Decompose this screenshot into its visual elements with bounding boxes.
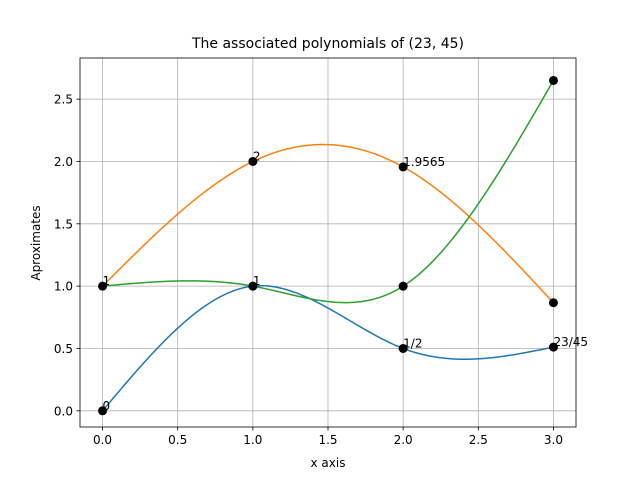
series-line-3 bbox=[102, 80, 555, 304]
data-point-marker bbox=[98, 406, 108, 416]
data-point-marker bbox=[398, 162, 408, 172]
x-tick-label: 2.0 bbox=[394, 433, 413, 447]
data-point-marker bbox=[248, 281, 258, 291]
series-line-2 bbox=[102, 143, 555, 304]
series-lines bbox=[101, 80, 555, 412]
y-tick-label: 2.0 bbox=[54, 155, 73, 169]
point-annotation: 23/45 bbox=[553, 335, 588, 349]
y-tick-label: 2.5 bbox=[54, 93, 73, 107]
data-point-marker bbox=[548, 75, 558, 85]
y-tick-label: 0.0 bbox=[54, 404, 73, 418]
y-tick-label: 1.0 bbox=[54, 280, 73, 294]
chart-title: The associated polynomials of (23, 45) bbox=[191, 36, 464, 52]
data-point-marker bbox=[398, 343, 408, 353]
data-point-marker bbox=[98, 281, 108, 291]
point-annotation: 1 bbox=[253, 274, 261, 288]
x-tick-label: 1.0 bbox=[243, 433, 262, 447]
x-axis-ticks: 0.0 0.5 1.0 1.5 2.0 2.5 3.0 bbox=[93, 427, 563, 447]
data-markers bbox=[98, 75, 558, 416]
x-tick-label: 0.0 bbox=[93, 433, 112, 447]
point-annotations: 0 1 2 1 1.9565 1/2 23/45 bbox=[103, 149, 589, 412]
x-tick-label: 2.5 bbox=[469, 433, 488, 447]
y-tick-label: 0.5 bbox=[54, 342, 73, 356]
point-annotation: 2 bbox=[253, 149, 261, 163]
data-point-marker bbox=[548, 298, 558, 308]
point-annotation: 1/2 bbox=[403, 336, 422, 350]
x-tick-label: 0.5 bbox=[168, 433, 187, 447]
data-point-marker bbox=[248, 156, 258, 166]
y-axis-ticks: 0.0 0.5 1.0 1.5 2.0 2.5 bbox=[54, 93, 80, 418]
grid bbox=[80, 58, 576, 427]
y-axis-label: Aproximates bbox=[29, 205, 43, 280]
point-annotation: 1.9565 bbox=[403, 155, 445, 169]
data-point-marker bbox=[398, 281, 408, 291]
data-point-marker bbox=[548, 342, 558, 352]
x-axis-label: x axis bbox=[311, 456, 346, 470]
y-tick-label: 1.5 bbox=[54, 217, 73, 231]
x-tick-label: 3.0 bbox=[544, 433, 563, 447]
series-line-1 bbox=[101, 284, 554, 412]
x-tick-label: 1.5 bbox=[318, 433, 337, 447]
point-annotation: 0 bbox=[103, 399, 111, 413]
point-annotation: 1 bbox=[103, 274, 111, 288]
